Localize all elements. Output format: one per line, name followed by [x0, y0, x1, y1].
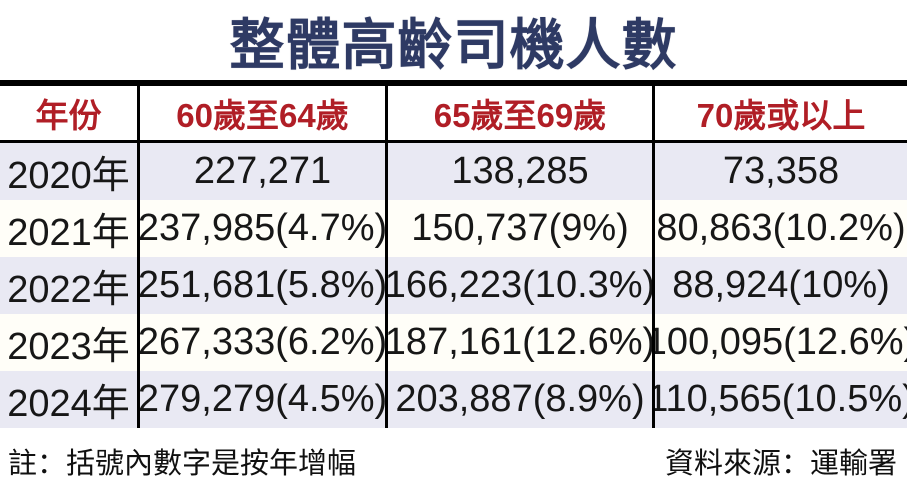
- value-cell: 279,279(4.5%): [137, 371, 385, 428]
- drivers-table: 年份 60歲至64歲 65歲至69歲 70歲或以上 2020年 227,271 …: [0, 80, 907, 428]
- value-cell: 88,924(10%): [652, 257, 907, 314]
- note-text: 註：括號內數字是按年增幅: [8, 446, 357, 480]
- value-cell: 227,271: [137, 143, 385, 200]
- table-header-row: 年份 60歲至64歲 65歲至69歲 70歲或以上: [0, 80, 907, 143]
- page-title: 整體高齡司機人數: [229, 14, 678, 76]
- source-text: 資料來源：運輸署: [664, 446, 897, 480]
- year-cell: 2020年: [7, 155, 130, 197]
- value-cell: 100,095(12.6%): [652, 314, 907, 371]
- value-cell: 187,161(12.6%): [385, 314, 652, 371]
- column-header-70-plus: 70歲或以上: [652, 86, 907, 140]
- column-header-year: 年份: [35, 97, 102, 134]
- table-row-2021: 2021年 237,985(4.7%) 150,737(9%) 80,863(1…: [0, 200, 907, 257]
- value-cell: 80,863(10.2%): [652, 200, 907, 257]
- table-row-2022: 2022年 251,681(5.8%) 166,223(10.3%) 88,92…: [0, 257, 907, 314]
- column-header-60-64: 60歲至64歲: [137, 86, 385, 140]
- value-cell: 203,887(8.9%): [385, 371, 652, 428]
- value-cell: 237,985(4.7%): [137, 200, 385, 257]
- year-cell: 2023年: [7, 326, 130, 368]
- year-cell: 2021年: [7, 212, 130, 254]
- year-cell: 2022年: [7, 269, 130, 311]
- table-row-2024: 2024年 279,279(4.5%) 203,887(8.9%) 110,56…: [0, 371, 907, 428]
- value-cell: 138,285: [385, 143, 652, 200]
- column-header-65-69: 65歲至69歲: [385, 86, 652, 140]
- value-cell: 110,565(10.5%): [652, 371, 907, 428]
- value-cell: 150,737(9%): [385, 200, 652, 257]
- table-row-2023: 2023年 267,333(6.2%) 187,161(12.6%) 100,0…: [0, 314, 907, 371]
- year-cell: 2024年: [7, 383, 130, 425]
- value-cell: 73,358: [652, 143, 907, 200]
- value-cell: 267,333(6.2%): [137, 314, 385, 371]
- footnote-bar: 註：括號內數字是按年增幅 資料來源：運輸署: [0, 428, 907, 494]
- value-cell: 166,223(10.3%): [385, 257, 652, 314]
- table-row-2020: 2020年 227,271 138,285 73,358: [0, 143, 907, 200]
- value-cell: 251,681(5.8%): [137, 257, 385, 314]
